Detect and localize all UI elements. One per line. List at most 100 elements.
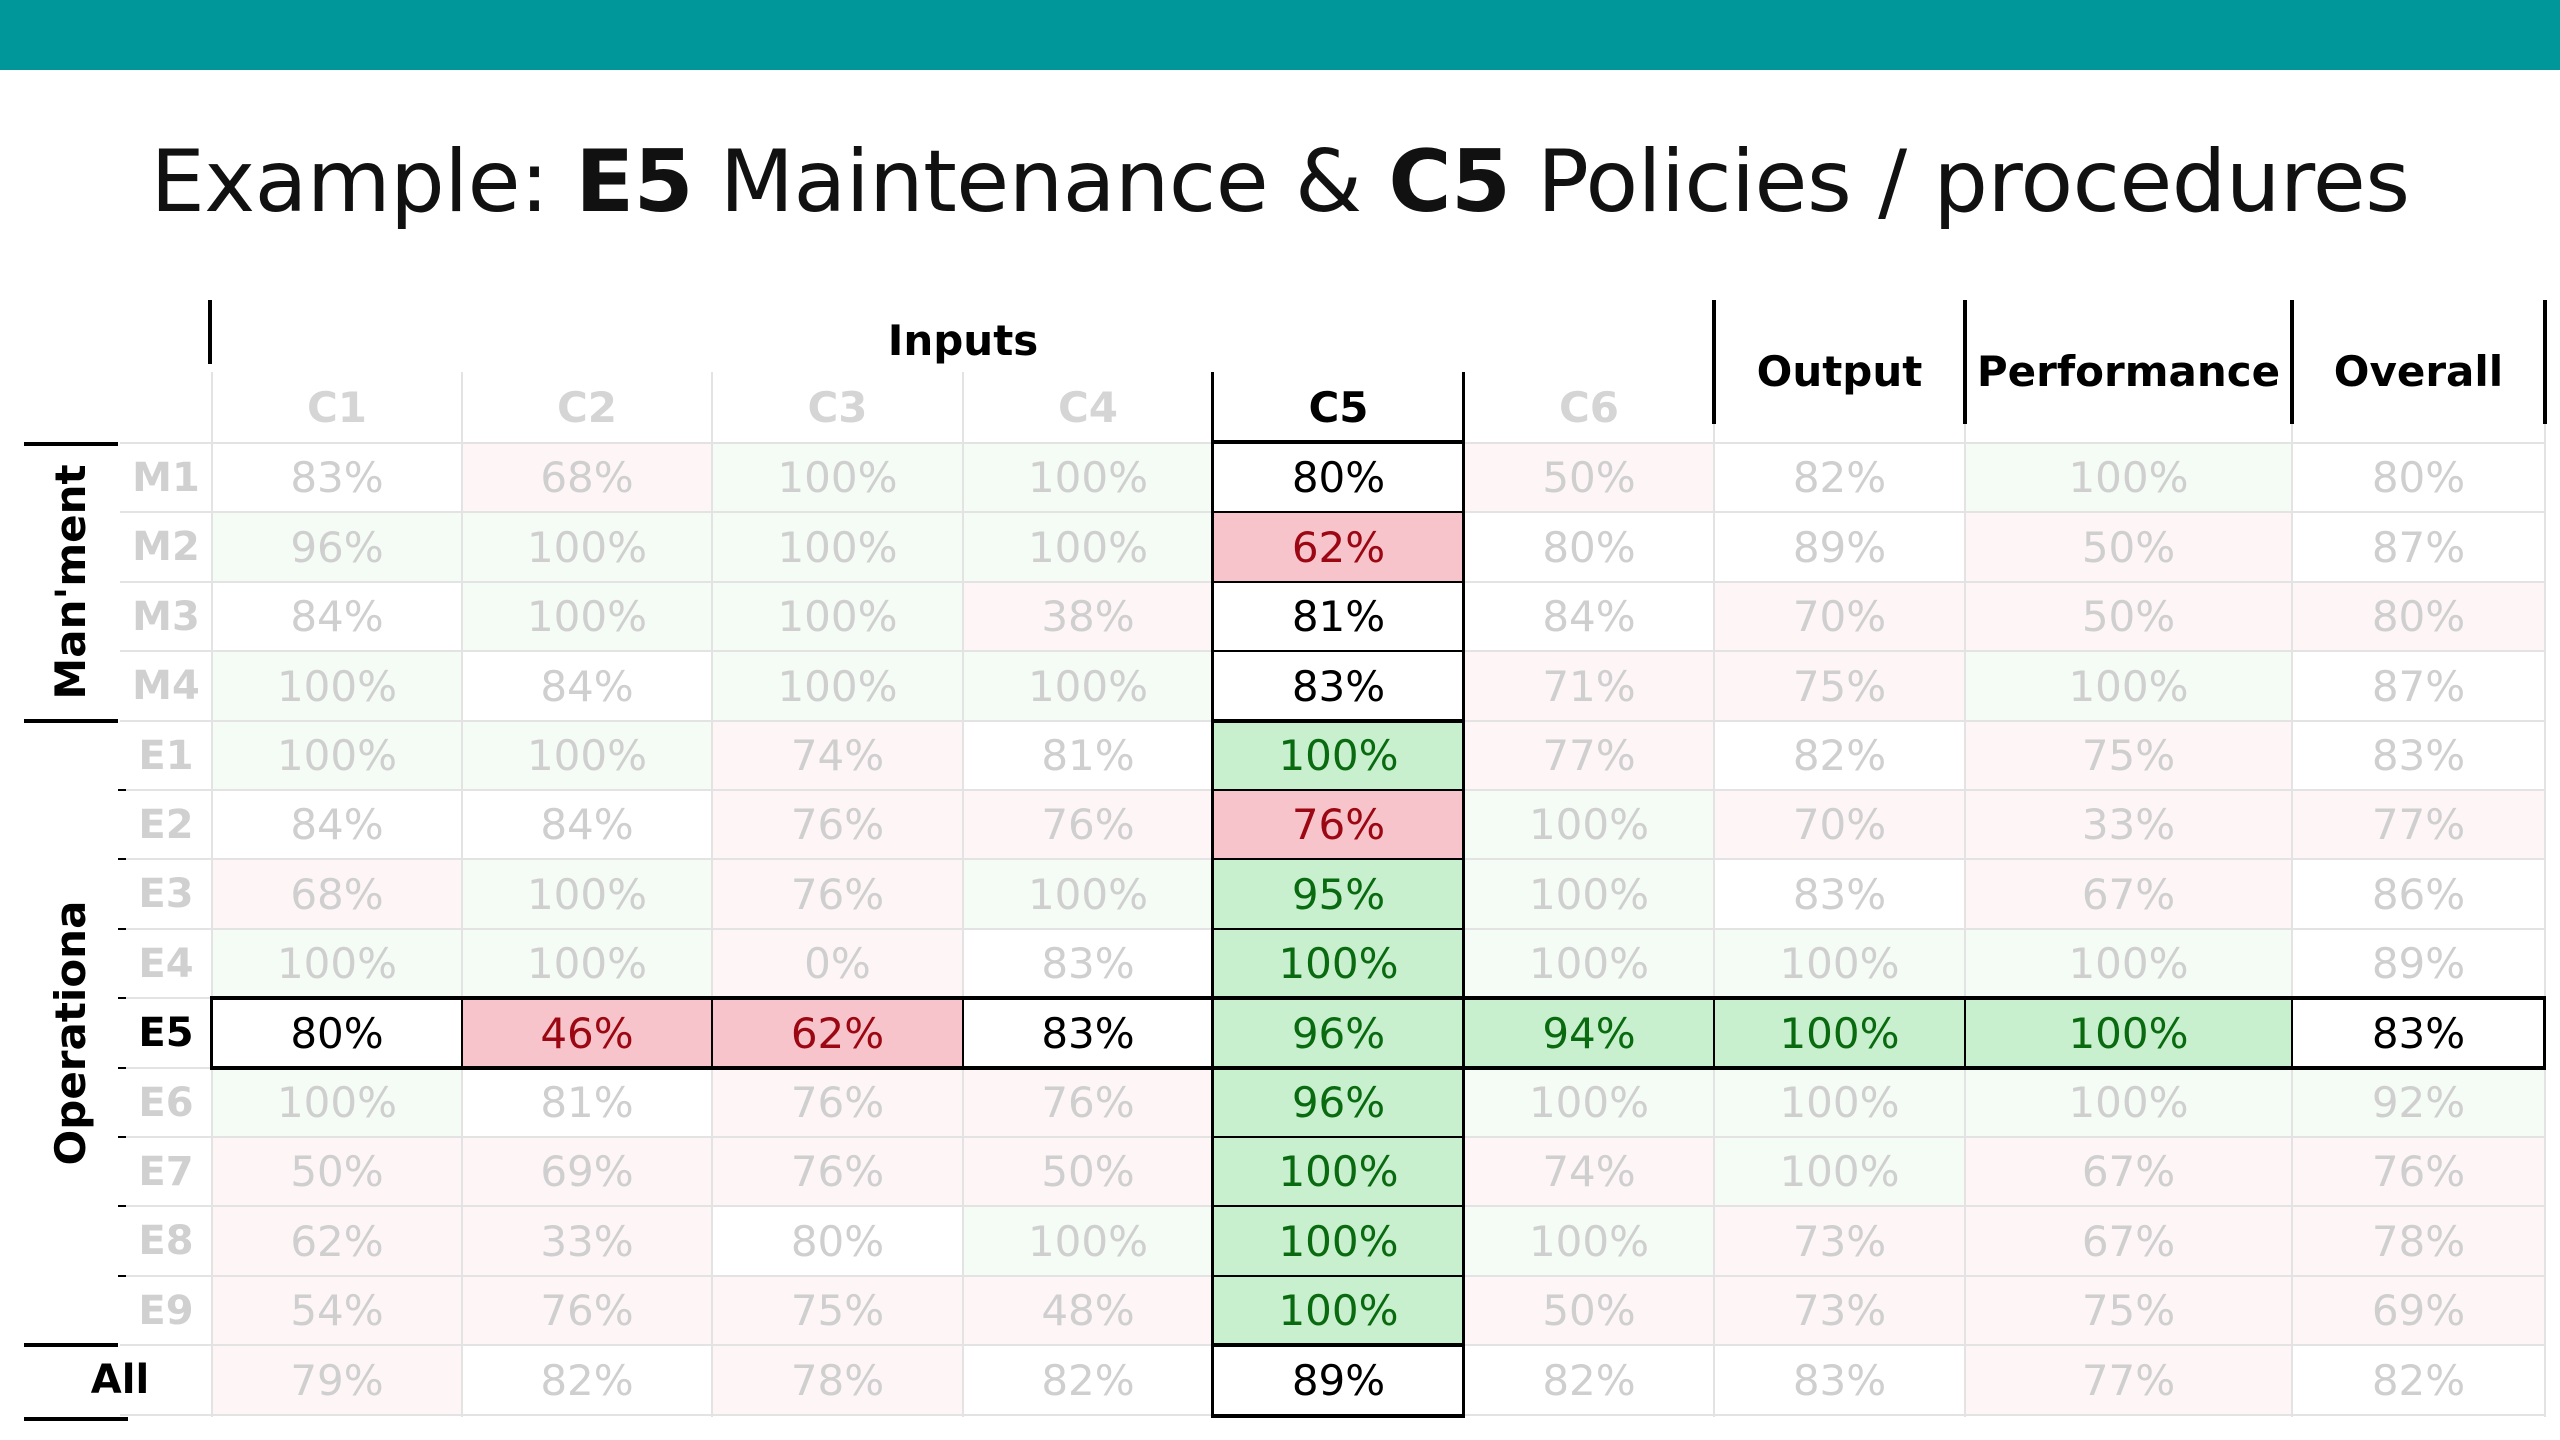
output-header: Output (1756, 346, 1923, 396)
table-cell: 94% (1465, 999, 1713, 1067)
top-banner (0, 0, 2560, 70)
group-tick (118, 858, 126, 860)
table-cell: 78% (713, 1346, 962, 1414)
table-cell: 76% (713, 860, 962, 928)
table-cell: 68% (213, 860, 461, 928)
header-divider (1963, 300, 1967, 424)
row-label-e5: E5 (138, 1010, 194, 1056)
e5-cell-border (1212, 998, 1214, 1068)
table-cell: 100% (1214, 1207, 1463, 1275)
c5-row-border (1213, 1275, 1464, 1277)
table-cell: 96% (213, 513, 461, 581)
table-cell: 100% (964, 444, 1212, 511)
group-tick (118, 997, 126, 999)
table-cell: 75% (713, 1277, 962, 1344)
e5-cell-border (711, 998, 713, 1068)
group-bracket (24, 1343, 118, 1347)
table-cell: 50% (964, 1138, 1212, 1205)
table-cell: 100% (1214, 930, 1463, 997)
column-header-c6: C6 (1558, 382, 1620, 432)
table-cell: 82% (1792, 731, 1887, 780)
e5-cell-border (1713, 998, 1715, 1068)
table-cell: 100% (964, 860, 1212, 928)
grid-vline (211, 372, 213, 1417)
row-label-e4: E4 (138, 940, 194, 987)
e5-cell-border (962, 998, 964, 1068)
e5-cell-border (2291, 998, 2293, 1068)
table-cell: 83% (1792, 869, 1887, 919)
table-cell: 80% (290, 1008, 384, 1058)
group-bracket (24, 719, 118, 723)
row-label-m3: M3 (132, 593, 200, 640)
table-cell: 100% (713, 652, 962, 720)
row-label-e1: E1 (138, 732, 194, 779)
e5-row-border (210, 996, 213, 1070)
table-cell: 80% (1291, 453, 1386, 502)
column-header-c2: C2 (556, 382, 618, 432)
table-cell: 69% (463, 1138, 711, 1205)
table-cell: 86% (2371, 869, 2466, 919)
c5-row-border (1213, 511, 1464, 513)
c5-row-border (1213, 581, 1464, 583)
table-cell: 83% (1041, 1008, 1135, 1058)
table-cell: 76% (1214, 791, 1463, 858)
table-cell: 76% (713, 1138, 962, 1205)
table-cell: 62% (1214, 513, 1463, 581)
table-cell: 82% (1542, 1355, 1636, 1405)
c5-row-border (1213, 1205, 1464, 1207)
table-cell: 75% (1966, 1277, 2291, 1344)
table-cell: 100% (1214, 722, 1463, 789)
group-tick (118, 1205, 126, 1207)
table-cell: 89% (1291, 1355, 1386, 1405)
table-cell: 95% (1214, 860, 1463, 928)
e5-cell-border (461, 998, 463, 1068)
c5-row-border (1213, 719, 1464, 723)
slide-title: Example: E5 Maintenance & C5 Policies / … (0, 132, 2560, 232)
c5-row-border (1213, 789, 1464, 791)
grid-vline (2544, 372, 2546, 1417)
table-cell: 62% (713, 999, 962, 1067)
table-cell: 100% (1715, 999, 1964, 1067)
group-label-operational: Operationa (45, 900, 95, 1166)
table-cell: 100% (213, 652, 461, 720)
e5-cell-border (1964, 998, 1966, 1068)
table-cell: 100% (1465, 791, 1713, 858)
table-cell: 50% (1966, 513, 2291, 581)
group-tick (118, 1136, 126, 1138)
table-cell: 75% (1715, 652, 1964, 720)
table-cell: 100% (713, 583, 962, 650)
row-label-m1: M1 (132, 454, 200, 501)
table-cell: 50% (1966, 583, 2291, 650)
table-cell: 100% (463, 583, 711, 650)
table-cell: 76% (713, 1069, 962, 1136)
table-cell: 54% (213, 1277, 461, 1344)
row-label-e8: E8 (138, 1218, 194, 1264)
table-cell: 82% (540, 1355, 634, 1405)
table-cell: 76% (964, 791, 1212, 858)
table-cell: 38% (964, 583, 1212, 650)
table-cell: 100% (1715, 930, 1964, 997)
table-cell: 96% (1214, 999, 1463, 1067)
table-cell: 100% (213, 1069, 461, 1136)
table-cell: 46% (463, 999, 711, 1067)
table-cell: 70% (1715, 583, 1964, 650)
table-cell: 67% (1966, 1207, 2291, 1275)
grid-vline (1713, 372, 1715, 1417)
table-cell: 77% (2293, 791, 2544, 858)
table-cell: 89% (1792, 522, 1887, 572)
table-cell: 84% (290, 800, 384, 849)
table-cell: 70% (1715, 791, 1964, 858)
inputs-header: Inputs (887, 315, 1039, 365)
e5-row-border (210, 1066, 2545, 1070)
grid-vline (1964, 372, 1966, 1417)
table-cell: 68% (463, 444, 711, 511)
table-cell: 81% (1041, 731, 1135, 780)
row-label-m2: M2 (132, 524, 200, 570)
row-label-e2: E2 (138, 801, 194, 848)
column-header-c4: C4 (1057, 382, 1119, 432)
header-divider (1712, 300, 1716, 424)
table-cell: 0% (713, 930, 962, 997)
table-cell: 100% (213, 722, 461, 789)
row-label-e9: E9 (138, 1287, 194, 1334)
c5-row-border (1213, 858, 1464, 860)
